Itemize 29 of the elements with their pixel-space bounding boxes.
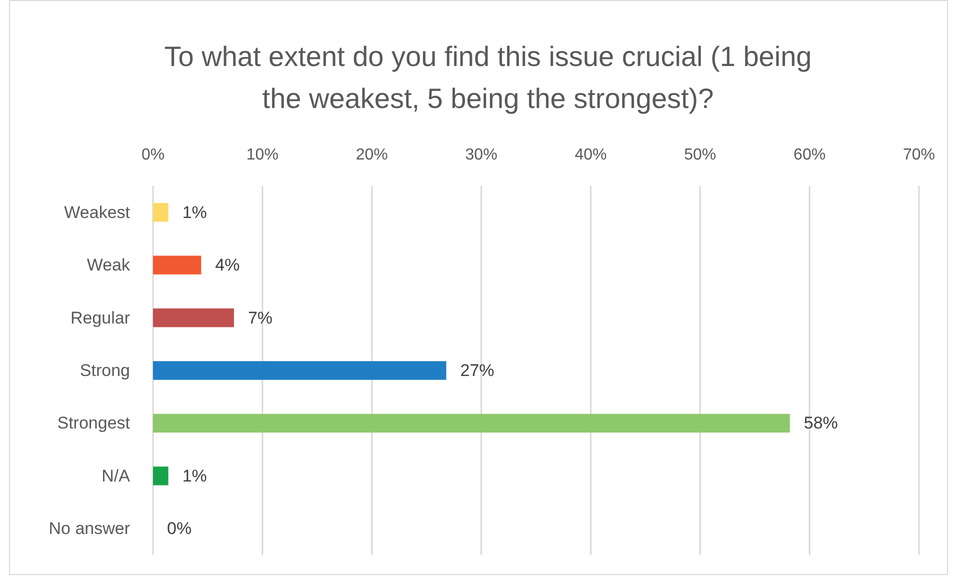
- y-tick-label: Regular: [70, 308, 130, 328]
- bar: [153, 414, 790, 433]
- data-label: 1%: [182, 466, 207, 486]
- x-tick-label: 50%: [684, 146, 716, 164]
- x-tick-label: 10%: [246, 146, 278, 164]
- bar: [153, 361, 446, 380]
- y-tick-label: Strong: [80, 361, 130, 380]
- data-label: 58%: [804, 414, 838, 433]
- x-tick-label: 40%: [574, 146, 607, 164]
- bar: [153, 203, 168, 222]
- bar: [153, 308, 234, 328]
- y-tick-label: Weakest: [64, 202, 130, 222]
- y-tick-label: Weak: [86, 256, 130, 275]
- data-label: 1%: [182, 202, 207, 222]
- bar: [153, 466, 168, 486]
- y-tick-label: N/A: [102, 466, 131, 486]
- y-tick-label: No answer: [48, 519, 130, 538]
- x-tick-label: 60%: [794, 146, 826, 164]
- data-label: 27%: [460, 361, 494, 380]
- y-tick-label: Strongest: [57, 414, 130, 433]
- data-label: 0%: [167, 519, 192, 538]
- data-label: 7%: [248, 308, 273, 328]
- x-tick-label: 0%: [141, 146, 165, 164]
- chart-title: To what extent do you find this issue crucial (1 being the weakest, 5 being the strongest)?: [164, 41, 812, 114]
- data-label: 4%: [215, 256, 240, 275]
- x-tick-label: 70%: [902, 146, 936, 164]
- x-tick-label: 20%: [356, 146, 388, 164]
- bar: [153, 256, 202, 274]
- x-tick-label: 30%: [465, 146, 498, 164]
